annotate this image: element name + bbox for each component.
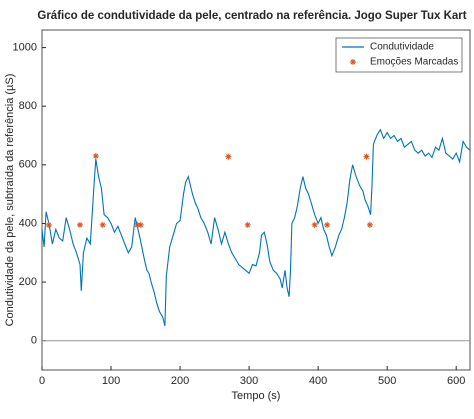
y-axis-label: Condutividade da pele, subtraída da refe… (4, 74, 16, 327)
x-tick-label: 400 (309, 375, 327, 387)
y-tick-label: 600 (19, 159, 37, 171)
x-tick-label: 0 (39, 375, 45, 387)
marker (92, 153, 99, 160)
x-tick-label: 600 (447, 375, 465, 387)
chart-title: Gráfico de condutividade da pele, centra… (37, 10, 466, 22)
x-tick-label: 500 (378, 375, 396, 387)
legend-box (335, 37, 463, 73)
x-axis-label: Tempo (s) (232, 390, 281, 402)
marker (244, 221, 251, 228)
marker (324, 221, 331, 228)
marker (363, 153, 370, 160)
marker (45, 221, 52, 228)
marker (225, 153, 232, 160)
y-tick-label: 1000 (13, 41, 37, 53)
x-tick-label: 200 (171, 375, 189, 387)
legend-marker (350, 59, 356, 65)
legend-label: Condutividade (370, 42, 434, 53)
marker (76, 221, 83, 228)
x-tick-label: 300 (240, 375, 258, 387)
plot-area (41, 29, 471, 371)
marker (99, 221, 106, 228)
y-tick-label: 200 (19, 276, 37, 288)
marker (137, 221, 144, 228)
marker (366, 221, 373, 228)
x-tick-label: 100 (102, 375, 120, 387)
y-tick-label: 800 (19, 100, 37, 112)
marker (311, 221, 318, 228)
y-tick-label: 0 (31, 335, 37, 347)
legend-label: Emoções Marcadas (370, 57, 458, 68)
y-tick-label: 400 (19, 217, 37, 229)
marker (134, 221, 141, 228)
data-line (41, 128, 471, 327)
